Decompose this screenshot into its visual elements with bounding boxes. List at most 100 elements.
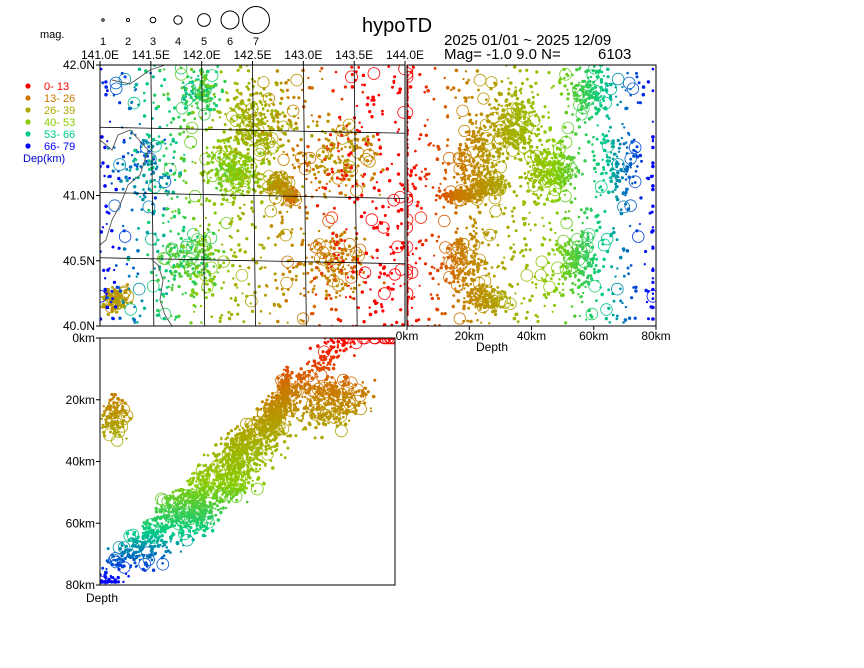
hypocenter [487, 243, 491, 247]
hypocenter [233, 139, 236, 142]
hypocenter [285, 187, 288, 190]
hypocenter [200, 247, 203, 251]
hypocenter [247, 187, 250, 190]
hypocenter [301, 185, 305, 189]
depth-legend-dot [25, 107, 31, 113]
hypocenter [354, 70, 358, 74]
hypocenter [435, 308, 440, 312]
hypocenter [463, 245, 467, 249]
hypocenter [567, 217, 570, 220]
hypocenter [494, 184, 498, 188]
hypocenter [172, 156, 175, 159]
hypocenter [285, 198, 289, 202]
hypocenter [158, 158, 162, 162]
hypocenter [391, 85, 394, 89]
hypocenter [291, 185, 295, 190]
hypocenter [572, 156, 576, 160]
hypocenter [303, 294, 306, 297]
hypocenter [251, 257, 255, 261]
hypocenter [589, 75, 593, 79]
hypocenter [420, 242, 425, 247]
hypocenter [616, 171, 620, 175]
hypocenter [154, 106, 159, 111]
hypocenter [250, 166, 253, 170]
hypocenter [540, 143, 544, 146]
hypocenter [519, 251, 522, 254]
hypocenter [252, 105, 256, 109]
hypocenter [423, 90, 427, 94]
hypocenter [605, 159, 610, 163]
hypocenter [488, 183, 501, 197]
hypocenter [605, 155, 609, 159]
hypocenter [651, 164, 655, 168]
hypocenter [558, 278, 561, 281]
hypocenter [515, 91, 518, 94]
hypocenter [564, 210, 567, 214]
hypocenter [335, 279, 338, 283]
hypocenter [496, 286, 500, 289]
hypocenter [600, 95, 603, 98]
hypocenter [464, 130, 468, 134]
hypocenter [620, 208, 623, 211]
hypocenter [196, 252, 200, 256]
hypocenter [474, 144, 477, 147]
hypocenter [231, 217, 234, 220]
hypocenter [555, 239, 558, 243]
hypocenter [551, 261, 564, 275]
hypocenter [172, 214, 177, 219]
hypocenter [324, 289, 328, 293]
hypocenter [136, 272, 140, 276]
hypocenter [370, 176, 375, 181]
hypocenter [223, 141, 226, 145]
hypocenter [280, 215, 284, 219]
hypocenter [307, 76, 310, 80]
hypocenter [571, 257, 575, 261]
hypocenter [621, 192, 625, 196]
hypocenter [306, 271, 310, 275]
hypocenter [274, 109, 278, 113]
hypocenter [470, 95, 474, 99]
hypocenter [339, 118, 342, 121]
hypocenter [507, 124, 511, 129]
hypocenter [512, 65, 517, 69]
hypocenter [275, 286, 279, 290]
hypocenter [132, 159, 136, 163]
hypocenter [573, 97, 576, 100]
hypocenter [347, 244, 352, 248]
hypocenter [479, 259, 484, 264]
hypocenter [212, 102, 216, 105]
hypocenter [651, 292, 655, 295]
hypocenter [240, 137, 245, 141]
hypocenter [601, 133, 605, 136]
hypocenter [477, 294, 480, 297]
hypocenter [158, 185, 162, 189]
hypocenter [302, 272, 305, 275]
hypocenter [140, 208, 144, 211]
hypocenter [264, 293, 267, 297]
hypocenter [547, 138, 551, 142]
hypocenter [523, 116, 527, 120]
hypocenter [184, 181, 188, 185]
hypocenter [209, 87, 213, 90]
hypocenter [491, 161, 494, 165]
hypocenter [617, 150, 621, 153]
hypocenter [101, 161, 105, 165]
hypocenter [125, 178, 129, 183]
hypocenter [529, 156, 533, 159]
hypocenter [456, 299, 461, 303]
depth-legend-dot [25, 95, 31, 101]
hypocenter [377, 188, 381, 193]
hypocenter [594, 195, 598, 199]
hypocenter [160, 254, 164, 259]
hypocenter [250, 163, 254, 167]
hypocenter [332, 278, 335, 281]
hypocenter [396, 209, 401, 213]
hypocenter [210, 293, 215, 297]
hypocenter [469, 277, 474, 281]
hypocenter [550, 86, 553, 90]
hypocenter [155, 142, 158, 145]
hypocenter [279, 144, 283, 148]
hypocenter [615, 174, 619, 178]
hypocenter [249, 104, 253, 107]
